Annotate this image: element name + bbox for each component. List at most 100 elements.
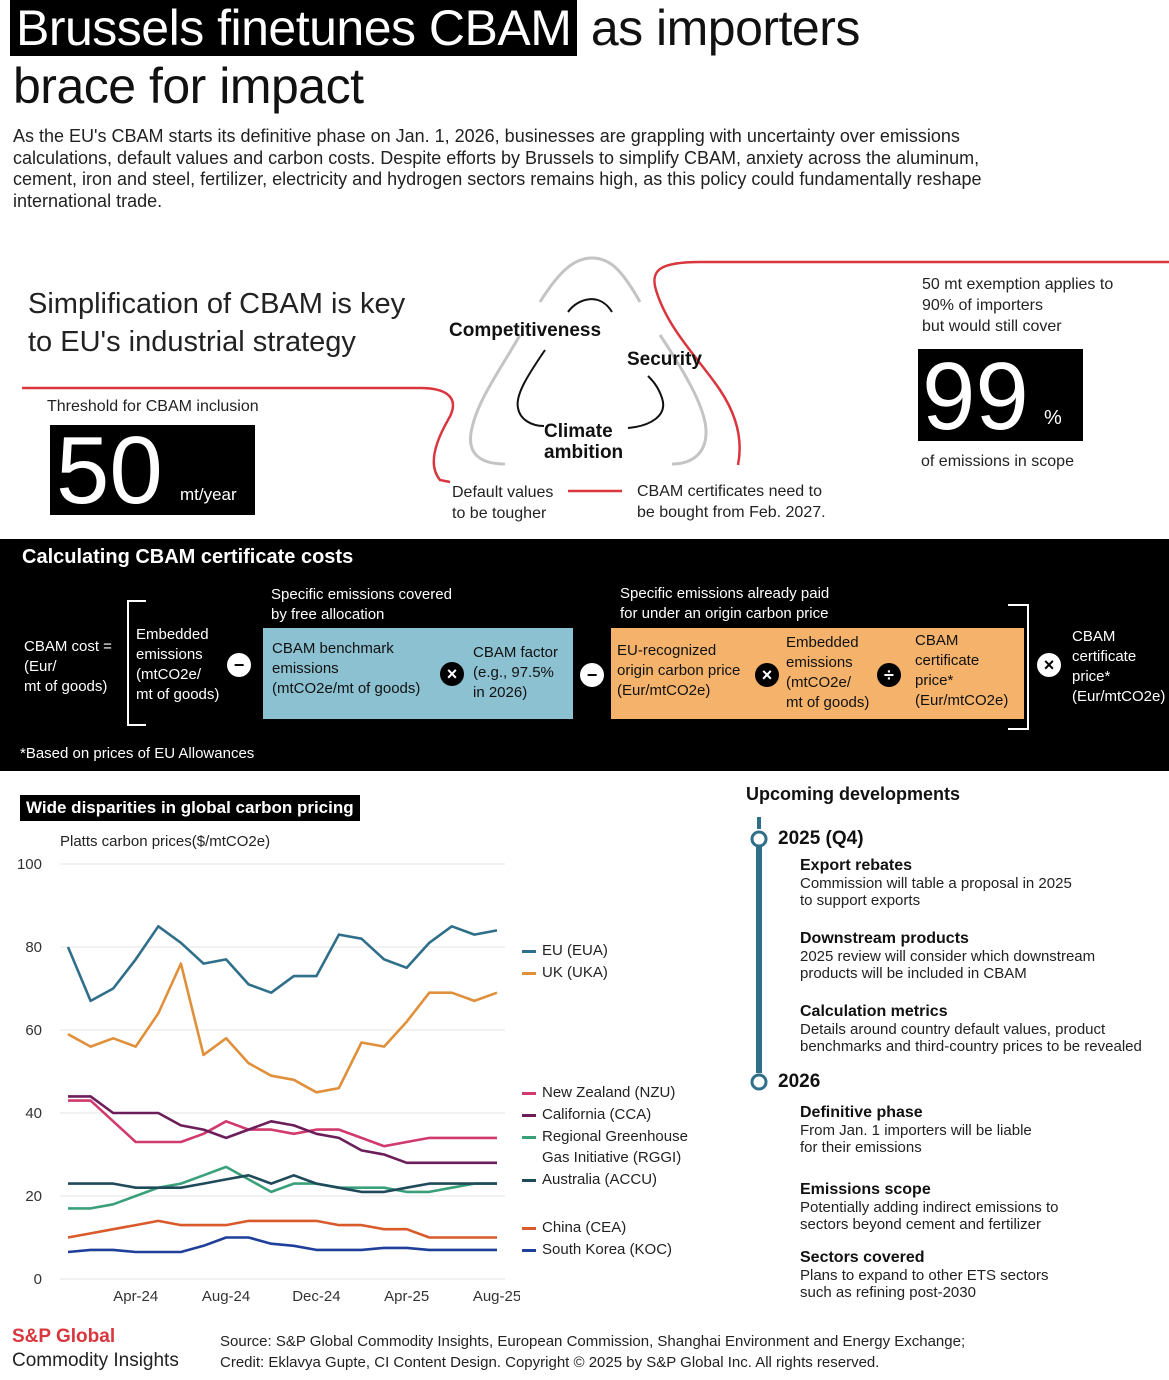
y-tick-label: 40: [25, 1105, 42, 1122]
timeline-item-text: products will be included in CBAM: [800, 965, 1027, 982]
triangle-climate: Climate ambition: [544, 421, 623, 463]
timeline-item-text: to support exports: [800, 892, 921, 909]
free-allocation-line1: Specific emissions covered: [271, 586, 452, 603]
scope-label: of emissions in scope: [921, 453, 1074, 470]
legend-item: South Korea (KOC): [522, 1240, 672, 1260]
legend-item: China (CEA): [522, 1218, 626, 1238]
timeline-item-calculation: Calculation metrics Details around count…: [800, 1003, 1169, 1055]
legend-label: California (CCA): [542, 1106, 652, 1123]
default-values-line1: Default values: [452, 484, 554, 501]
series-line-south-korea-koc: [67, 1236, 497, 1254]
brand-subtitle: Commodity Insights: [12, 1350, 179, 1371]
emb2-line4: mt of goods): [786, 694, 870, 711]
cbam-cost-line2: (Eur/: [24, 658, 57, 675]
benchmark-text: CBAM benchmark emissions (mtCO2e/mt of g…: [272, 639, 420, 699]
left-bracket: [127, 600, 146, 726]
embedded-line1: Embedded: [136, 626, 209, 643]
right-bracket: [1008, 604, 1029, 730]
legend-item: EU (EUA): [522, 941, 608, 961]
timeline-item-text: Potentially adding indirect emissions to: [800, 1199, 1059, 1216]
free-allocation-label: Specific emissions covered by free alloc…: [271, 585, 452, 625]
threshold-unit: mt/year: [180, 485, 237, 504]
strategy-heading-line2: to EU's industrial strategy: [28, 326, 356, 358]
default-values-line2: to be tougher: [452, 505, 547, 522]
timeline-item-text: benchmarks and third-country prices to b…: [800, 1038, 1142, 1055]
cbam-factor-line2: (e.g., 97.5%: [473, 664, 554, 681]
threshold-label: Threshold for CBAM inclusion: [47, 398, 259, 415]
triangle-climate-line1: Climate: [544, 421, 613, 442]
series-line-regional-greenhouse-gas-initiative-rggi: [68, 1165, 497, 1210]
timeline-item-definitive: Definitive phase From Jan. 1 importers w…: [800, 1104, 1032, 1156]
embedded-emissions-2: Embedded emissions (mtCO2e/ mt of goods): [786, 633, 869, 713]
x-tick-label: Aug-25: [473, 1288, 520, 1305]
timeline-item-text: From Jan. 1 importers will be liable: [800, 1122, 1032, 1139]
exemption-note: 50 mt exemption applies to 90% of import…: [922, 274, 1113, 337]
final-line3: price*: [1072, 668, 1111, 685]
cert-line3: price*: [915, 672, 954, 689]
series-line-uk-uka: [67, 962, 498, 1094]
origin-line3: (Eur/mtCO2e): [617, 682, 711, 699]
embedded-line2: emissions: [136, 646, 203, 663]
legend-swatch: [522, 1248, 536, 1252]
origin-paid-line1: Specific emissions already paid: [620, 585, 830, 602]
calc-title: Calculating CBAM certificate costs: [22, 546, 354, 568]
benchmark-line3: (mtCO2e/mt of goods): [272, 680, 421, 697]
gray-arc-top: [538, 256, 642, 303]
legend-swatch: [522, 1226, 536, 1230]
cert-line1: CBAM: [915, 632, 959, 649]
origin-paid-line2: for under an origin carbon price: [620, 605, 829, 622]
legend-label: Gas Initiative (RGGI): [542, 1149, 682, 1166]
legend-label: Australia (ACCU): [542, 1171, 658, 1188]
chart-ylabel: Platts carbon prices($/mtCO2e): [60, 833, 271, 850]
title-highlight: Brussels finetunes CBAM: [10, 0, 578, 56]
series-line-china-cea: [67, 1219, 497, 1239]
series-line-california-cca: [68, 1095, 497, 1165]
default-values-note: Default values to be tougher: [452, 482, 553, 524]
legend-item: Regional Greenhouse: [522, 1127, 688, 1147]
legend-swatch: [522, 949, 536, 953]
final-line4: (Eur/mtCO2e): [1072, 688, 1166, 705]
triangle-climate-line2: ambition: [544, 442, 624, 463]
certificates-line1: CBAM certificates need to: [637, 483, 822, 500]
threshold-value: 50: [56, 417, 163, 524]
benchmark-line1: CBAM benchmark: [272, 640, 394, 657]
final-line2: certificate: [1072, 648, 1137, 665]
y-tick-label: 100: [17, 856, 42, 873]
origin-line1: EU-recognized: [617, 642, 717, 659]
times-operator-2: ×: [755, 663, 779, 687]
series-line-eu-eua: [66, 925, 498, 1003]
threshold-box: 50 mt/year: [50, 423, 255, 519]
timeline-heading: Upcoming developments: [746, 784, 961, 804]
strategy-heading-line1: Simplification of CBAM is key: [28, 288, 406, 320]
timeline-item-text: Plans to expand to other ETS sectors: [800, 1267, 1049, 1284]
x-tick-label: Aug-24: [202, 1288, 250, 1305]
emb2-line2: emissions: [786, 654, 853, 671]
minus-operator-1: −: [227, 653, 251, 677]
series-line-australia-accu: [68, 1174, 497, 1194]
times-operator-3: ×: [1037, 653, 1061, 677]
exemption-line2: 90% of importers: [922, 297, 1043, 314]
timeline-item-text: Commission will table a proposal in 2025: [800, 875, 1072, 892]
minus-operator-2: −: [580, 663, 604, 687]
cert-line2: certificate: [915, 652, 980, 669]
title-rest: as importers: [590, 0, 861, 56]
timeline-item-title: Export rebates: [800, 857, 913, 874]
legend-item: Gas Initiative (RGGI): [522, 1148, 681, 1168]
timeline-item-title: Calculation metrics: [800, 1003, 948, 1020]
cbam-factor-line3: in 2026): [473, 684, 528, 701]
timeline-item-export-rebates: Export rebates Commission will table a p…: [800, 857, 1072, 909]
series-line-new-zealand-nzu: [68, 1099, 497, 1148]
y-tick-label: 0: [34, 1271, 42, 1288]
credit-text: Credit: Eklavya Gupte, CI Content Design…: [220, 1354, 880, 1371]
legend-label: EU (EUA): [542, 942, 608, 959]
strategy-heading: Simplification of CBAM is key to EU's in…: [28, 285, 405, 361]
red-curve-left: [22, 386, 455, 484]
x-tick-label: Dec-24: [292, 1288, 340, 1305]
legend-swatch: [522, 1135, 536, 1139]
page-title-line2: brace for impact: [13, 58, 364, 114]
x-tick-label: Apr-25: [384, 1288, 429, 1305]
intro-text: As the EU's CBAM starts its definitive p…: [13, 126, 982, 211]
brand-logo: S&P Global: [12, 1326, 116, 1347]
red-curve-right: [653, 260, 1169, 466]
y-tick-label: 80: [25, 939, 42, 956]
